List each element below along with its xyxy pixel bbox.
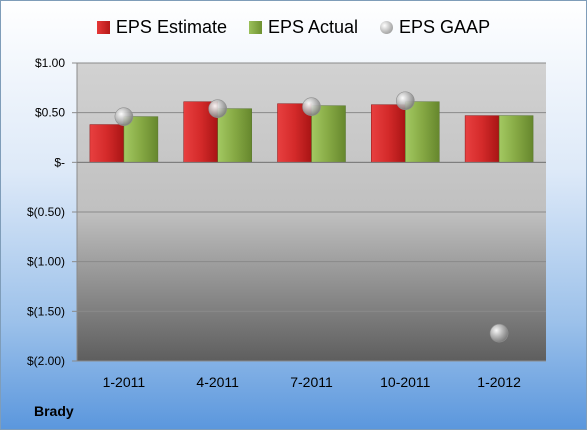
bar-eps-actual <box>405 101 440 163</box>
marker-eps-gaap <box>489 323 509 343</box>
legend-label-gaap: EPS GAAP <box>399 17 491 37</box>
y-tick-label: $(1.50) <box>27 304 65 318</box>
legend-item-gaap: EPS GAAP <box>380 17 490 38</box>
y-tick-label: $- <box>54 155 65 169</box>
y-tick-label: $(2.00) <box>27 354 65 368</box>
legend-label-estimate: EPS Estimate <box>115 17 227 37</box>
marker-eps-gaap <box>395 91 415 111</box>
legend-swatch-gaap <box>380 21 394 34</box>
bar-eps-estimate <box>464 115 500 163</box>
bar-eps-actual <box>498 115 534 163</box>
bar-eps-actual <box>311 105 346 163</box>
bar-eps-actual <box>217 108 252 163</box>
legend-item-estimate: EPS Estimate <box>96 17 227 38</box>
y-tick-label: $0.50 <box>35 106 65 120</box>
y-tick-label: $1.00 <box>35 56 65 70</box>
legend-item-actual: EPS Actual <box>248 17 359 38</box>
x-tick-label: 10-2011 <box>380 374 431 390</box>
legend-swatch-actual <box>248 21 262 34</box>
x-tick-label: 7-2011 <box>290 374 333 390</box>
marker-eps-gaap <box>114 107 134 126</box>
x-tick-label: 1-2012 <box>477 374 521 390</box>
bar-eps-estimate <box>89 124 125 163</box>
x-tick-label: 1-2011 <box>103 374 146 390</box>
x-tick-label: 4-2011 <box>196 374 239 390</box>
marker-eps-gaap <box>302 97 321 117</box>
legend: EPS Estimate EPS Actual EPS GAAP <box>1 17 586 38</box>
bar-eps-estimate <box>371 104 406 163</box>
y-tick-label: $(1.00) <box>27 255 65 269</box>
marker-eps-gaap <box>208 99 227 118</box>
bar-eps-actual <box>123 116 159 163</box>
company-label: Brady <box>34 403 74 419</box>
legend-swatch-estimate <box>96 21 110 34</box>
y-tick-label: $(0.50) <box>27 205 65 219</box>
legend-label-actual: EPS Actual <box>267 17 359 37</box>
